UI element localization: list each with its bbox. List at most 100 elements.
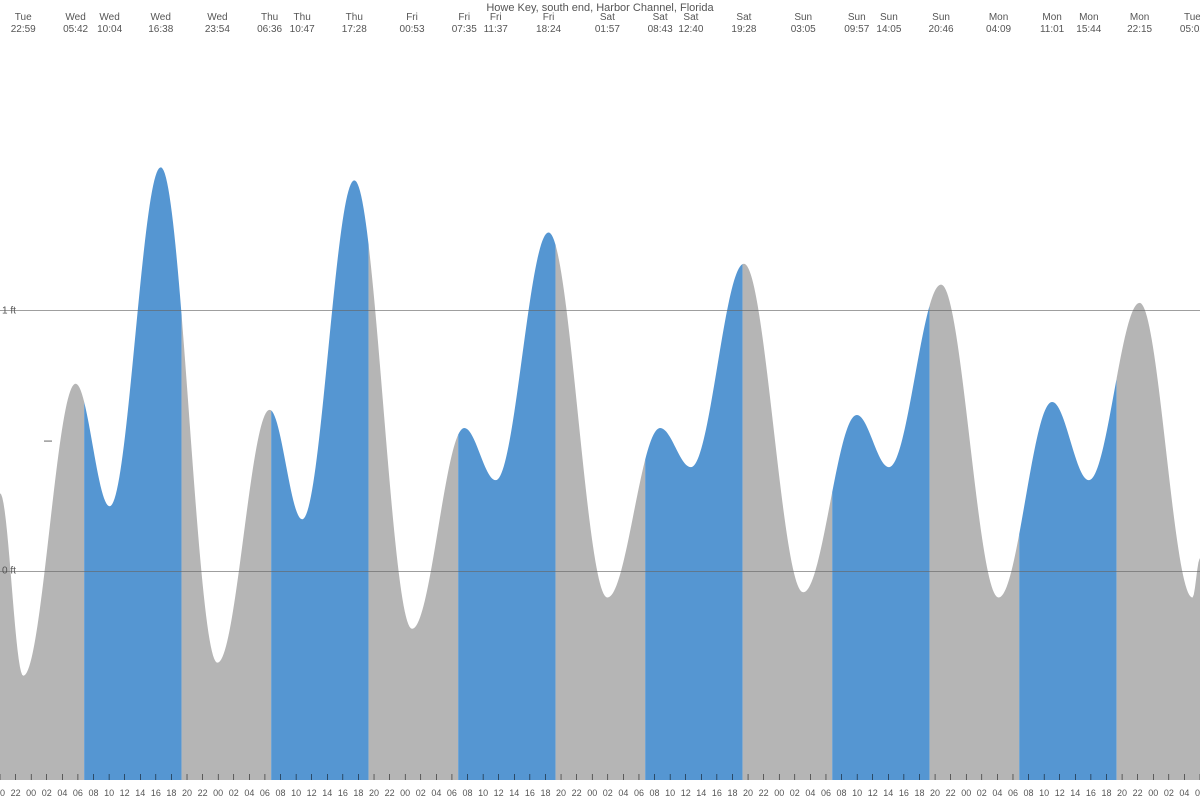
x-hour-label: 02	[1164, 788, 1174, 798]
tide-extremum-label: Fri00:53	[400, 12, 425, 36]
tide-band	[0, 384, 84, 780]
tide-extremum-label: Mon15:44	[1076, 12, 1101, 36]
x-hour-label: 10	[1039, 788, 1049, 798]
tide-label-day: Sun	[791, 12, 816, 24]
tide-band	[743, 264, 833, 780]
x-hour-label: 12	[307, 788, 317, 798]
tide-extremum-label: Sat12:40	[678, 12, 703, 36]
x-hour-label: 16	[525, 788, 535, 798]
tide-label-time: 09:57	[844, 24, 869, 36]
tide-extremum-label: Sat01:57	[595, 12, 620, 36]
x-hour-label: 20	[930, 788, 940, 798]
tide-extremum-label: Sun03:05	[791, 12, 816, 36]
tide-extremum-label: Sat19:28	[731, 12, 756, 36]
x-hour-label: 00	[26, 788, 36, 798]
tide-extremum-label: Sun14:05	[876, 12, 901, 36]
x-hour-label: 00	[1148, 788, 1158, 798]
x-hour-label: 22	[1133, 788, 1143, 798]
x-hour-label: 02	[42, 788, 52, 798]
x-hour-label: 22	[759, 788, 769, 798]
x-hour-label: 16	[151, 788, 161, 798]
tide-extremum-label: Wed16:38	[148, 12, 173, 36]
x-hour-label: 04	[805, 788, 815, 798]
tide-band	[556, 245, 646, 780]
tide-label-day: Wed	[97, 12, 122, 24]
x-hour-label: 20	[369, 788, 379, 798]
tide-extremum-label: Sun09:57	[844, 12, 869, 36]
tide-band	[271, 180, 368, 780]
x-hour-label: 12	[868, 788, 878, 798]
tide-label-time: 03:05	[791, 24, 816, 36]
tide-label-time: 07:35	[452, 24, 477, 36]
x-hour-label: 12	[1055, 788, 1065, 798]
x-hour-label: 18	[166, 788, 176, 798]
x-hour-label: 06	[634, 788, 644, 798]
tide-label-day: Fri	[536, 12, 561, 24]
x-hour-label: 16	[1086, 788, 1096, 798]
tide-label-time: 11:01	[1040, 24, 1064, 36]
x-hour-label: 04	[1179, 788, 1189, 798]
x-hour-label: 22	[572, 788, 582, 798]
tide-label-time: 19:28	[731, 24, 756, 36]
tide-extremum-label: Thu10:47	[290, 12, 315, 36]
x-hour-label: 04	[244, 788, 254, 798]
tide-label-time: 16:38	[148, 24, 173, 36]
x-hour-label: 00	[961, 788, 971, 798]
tide-band	[369, 245, 459, 780]
x-hour-label: 06	[73, 788, 83, 798]
x-hour-label: 14	[509, 788, 519, 798]
x-hour-label: 16	[899, 788, 909, 798]
x-hour-label: 12	[120, 788, 130, 798]
x-hour-label: 02	[603, 788, 613, 798]
tide-label-time: 00:53	[400, 24, 425, 36]
tide-band	[930, 285, 1020, 780]
tide-label-day: Sat	[648, 12, 673, 24]
y-axis-label: 0 ft	[2, 566, 16, 577]
x-hour-label: 12	[681, 788, 691, 798]
tide-label-time: 04:09	[986, 24, 1011, 36]
tide-label-time: 11:37	[484, 24, 508, 36]
tide-label-time: 01:57	[595, 24, 620, 36]
tide-chart	[0, 0, 1200, 800]
tide-band	[1117, 303, 1200, 780]
tide-extremum-label: Fri18:24	[536, 12, 561, 36]
x-hour-label: 18	[540, 788, 550, 798]
tide-extremum-label: Tue22:59	[11, 12, 36, 36]
tide-label-time: 23:54	[205, 24, 230, 36]
x-hour-label: 22	[946, 788, 956, 798]
x-hour-label: 10	[104, 788, 114, 798]
x-hour-label: 06	[1008, 788, 1018, 798]
tide-label-time: 06:36	[257, 24, 282, 36]
tide-extremum-label: Fri07:35	[452, 12, 477, 36]
x-hour-label: 06	[447, 788, 457, 798]
x-hour-label: 22	[11, 788, 21, 798]
tide-extremum-label: Fri11:37	[484, 12, 508, 36]
tide-label-day: Fri	[452, 12, 477, 24]
tide-extremum-label: Wed23:54	[205, 12, 230, 36]
tide-extremum-label: Wed10:04	[97, 12, 122, 36]
x-hour-label: 10	[291, 788, 301, 798]
x-hour-label: 08	[463, 788, 473, 798]
tide-label-day: Sun	[876, 12, 901, 24]
x-hour-label: 02	[790, 788, 800, 798]
y-axis-label: 1 ft	[2, 305, 16, 316]
x-hour-label: 06	[821, 788, 831, 798]
x-hour-label: 20	[556, 788, 566, 798]
x-hour-label: 14	[135, 788, 145, 798]
tide-label-day: Fri	[400, 12, 425, 24]
tide-extremum-label: Mon11:01	[1040, 12, 1064, 36]
tide-band	[458, 233, 555, 780]
tide-label-day: Wed	[63, 12, 88, 24]
tide-label-time: 05:42	[63, 24, 88, 36]
x-hour-label: 04	[992, 788, 1002, 798]
tide-label-time: 18:24	[536, 24, 561, 36]
x-hour-label: 08	[276, 788, 286, 798]
tide-label-day: Sat	[731, 12, 756, 24]
x-hour-label: 08	[650, 788, 660, 798]
x-hour-label: 10	[852, 788, 862, 798]
tide-label-day: Sun	[844, 12, 869, 24]
tide-extremum-label: Mon22:15	[1127, 12, 1152, 36]
x-hour-label: 18	[727, 788, 737, 798]
tide-extremum-label: Wed05:42	[63, 12, 88, 36]
tide-label-time: 14:05	[876, 24, 901, 36]
